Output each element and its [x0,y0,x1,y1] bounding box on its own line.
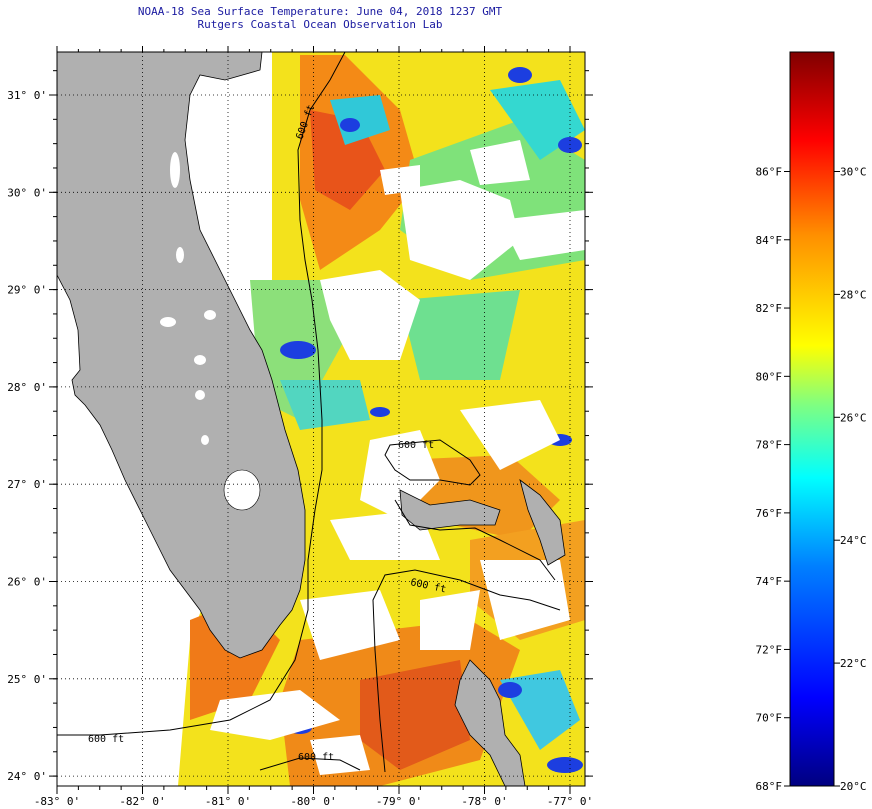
colorbar-fahrenheit-label: 76°F [756,507,783,520]
colorbar-celsius-label: 22°C [840,657,867,670]
map-frame [56,51,586,787]
colorbar-celsius-label: 28°C [840,288,867,301]
abaco-land [519,478,566,566]
inland-lakes [160,152,216,445]
lat-tick-label: 30° 0' [7,186,47,199]
contour-label: 600 ft [398,440,434,451]
colorbar-fahrenheit-label: 70°F [756,712,783,725]
lon-tick-label: -78° 0' [461,795,507,808]
colorbar-fahrenheit-label: 78°F [756,439,783,452]
lat-tick-label: 26° 0' [7,576,47,589]
cool-region-3 [400,290,520,380]
lat-tick-label: 29° 0' [7,284,47,297]
colorbar-fahrenheit-label: 80°F [756,370,783,383]
colorbar [789,51,835,787]
colorbar-celsius-label: 24°C [840,534,867,547]
map-subtitle: Rutgers Coastal Ocean Observation Lab [197,18,443,31]
lat-tick-label: 25° 0' [7,673,47,686]
lon-tick-label: -83° 0' [34,795,80,808]
colorbar-fahrenheit-label: 86°F [756,165,783,178]
andros-land [454,659,526,786]
lon-tick-label: -81° 0' [205,795,251,808]
lat-tick-label: 31° 0' [7,89,47,102]
lat-tick-label: 24° 0' [7,770,47,783]
colorbar-fahrenheit-label: 72°F [756,643,783,656]
contour-label: 600 ft [298,752,334,763]
grand-bahama-land [399,489,501,531]
lon-tick-label: -79° 0' [376,795,422,808]
depth-contours [57,52,561,773]
lat-tick-label: 28° 0' [7,381,47,394]
lon-tick-label: -82° 0' [119,795,165,808]
colorbar-fahrenheit-label: 84°F [756,234,783,247]
colorbar-celsius-label: 20°C [840,780,867,793]
lon-tick-label: -77° 0' [547,795,593,808]
lake-okeechobee [223,469,261,511]
contour-label: 600 ft [88,734,124,745]
cloud-cover [210,140,585,775]
colorbar-celsius-label: 26°C [840,411,867,424]
lat-tick-label: 27° 0' [7,478,47,491]
lon-tick-label: -80° 0' [290,795,336,808]
colorbar-fahrenheit-label: 82°F [756,302,783,315]
colorbar-celsius-label: 30°C [840,165,867,178]
colorbar-fahrenheit-label: 68°F [756,780,783,793]
cool-region-6 [280,380,370,430]
cool-region-5 [330,95,390,145]
warm-region-hot-south [360,660,470,770]
map-grid [57,52,585,786]
map-title: NOAA-18 Sea Surface Temperature: June 04… [137,5,503,18]
colorbar-fahrenheit-label: 74°F [756,575,783,588]
